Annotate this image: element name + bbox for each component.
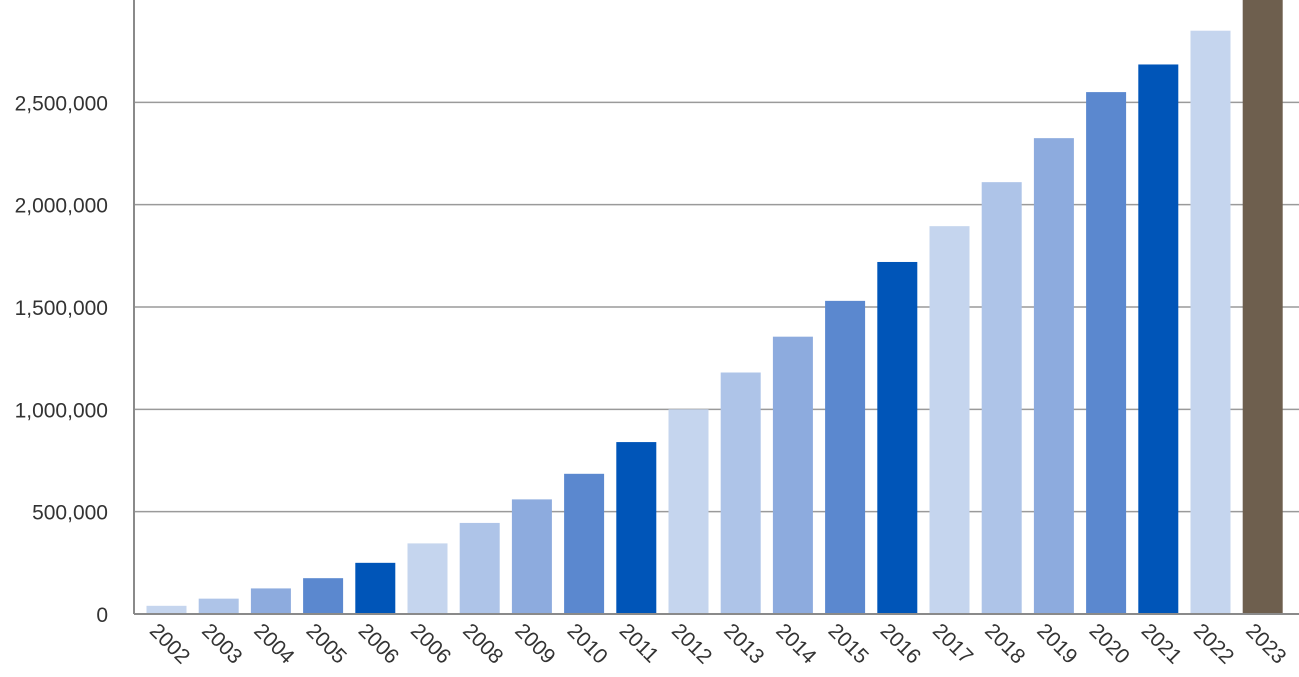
x-category-label: 2002 <box>145 619 194 668</box>
y-tick-label: 500,000 <box>32 502 108 525</box>
x-category-label: 2018 <box>980 619 1029 668</box>
x-category-label: 2006 <box>406 619 455 668</box>
bar-2006-5 <box>407 543 448 614</box>
bar-2012-10 <box>668 409 709 614</box>
bar-2020-18 <box>1086 92 1127 615</box>
x-category-label: 2011 <box>615 619 663 667</box>
x-axis-category-labels: 2002 2003 2004 2005 2006 2006 2008 2009 2010 2011… <box>145 619 1290 669</box>
x-category-label: 2023 <box>1241 619 1290 668</box>
bars <box>146 0 1283 615</box>
y-tick-label: 1,500,000 <box>15 297 108 320</box>
bar-2021-19 <box>1138 64 1179 615</box>
bar-2011-9 <box>616 442 657 614</box>
bar-2013-11 <box>720 372 761 614</box>
bar-2005-3 <box>303 578 344 614</box>
x-category-label: 2003 <box>197 619 246 668</box>
bar-2023-21 <box>1242 0 1283 614</box>
x-category-label: 2021 <box>1137 619 1186 668</box>
x-category-label: 2012 <box>667 619 716 668</box>
x-category-label: 2015 <box>824 619 873 668</box>
x-category-label: 2009 <box>510 619 559 668</box>
x-category-label: 2014 <box>771 619 821 669</box>
x-category-label: 2020 <box>1085 619 1134 668</box>
x-category-label: 2022 <box>1189 619 1238 668</box>
y-axis-tick-labels: 0 500,000 1,000,000 1,500,000 2,000,000 2,500… <box>15 92 108 627</box>
axes <box>133 0 1299 615</box>
bar-2009-7 <box>511 499 552 614</box>
x-category-label: 2006 <box>354 619 403 668</box>
bar-2003-1 <box>198 598 239 614</box>
bar-2010-8 <box>564 473 605 614</box>
x-category-label: 2016 <box>876 619 925 668</box>
bar-2019-17 <box>1033 138 1074 614</box>
y-tick-label: 2,000,000 <box>15 195 108 218</box>
x-category-label: 2005 <box>302 619 351 668</box>
bar-2006-4 <box>355 562 396 614</box>
x-category-label: 2017 <box>928 619 977 668</box>
bar-2018-16 <box>981 182 1022 615</box>
x-category-label: 2008 <box>458 619 507 668</box>
bar-2014-12 <box>772 336 813 614</box>
bar-2002-0 <box>146 605 187 614</box>
bar-2015-13 <box>825 300 866 614</box>
y-tick-label: 2,500,000 <box>15 92 108 115</box>
bar-2016-14 <box>877 261 918 614</box>
bar-2022-20 <box>1190 30 1231 614</box>
y-tick-label: 1,000,000 <box>15 399 108 422</box>
bar-2008-6 <box>459 522 500 614</box>
x-category-label: 2004 <box>249 619 299 669</box>
x-category-label: 2019 <box>1032 619 1081 668</box>
bar-2017-15 <box>929 226 970 614</box>
y-tick-label: 0 <box>96 604 108 627</box>
x-category-label: 2013 <box>719 619 768 668</box>
x-category-label: 2010 <box>563 619 612 668</box>
bar-2004-2 <box>250 588 291 614</box>
